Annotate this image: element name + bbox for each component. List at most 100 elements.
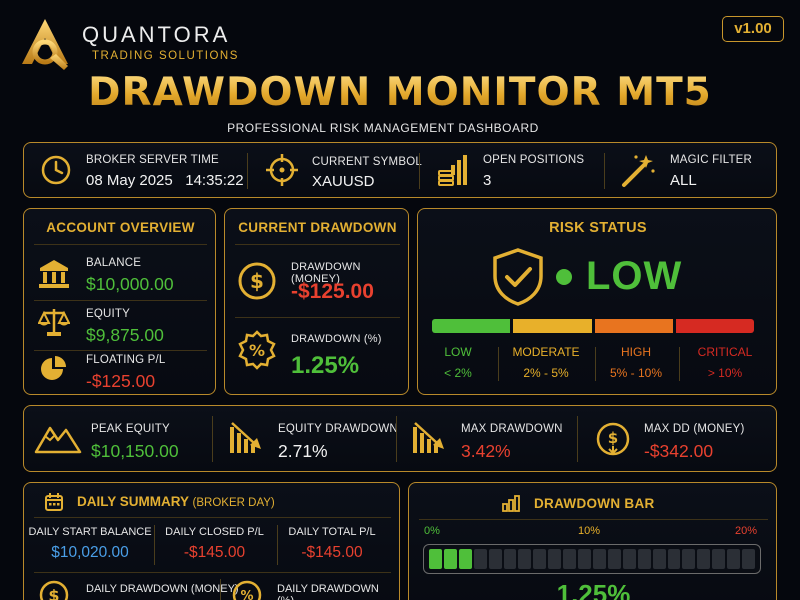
bar-segment-empty [622, 549, 636, 569]
current-drawdown-panel: CURRENT DRAWDOWN $ DRAWDOWN (MONEY) -$12… [224, 208, 409, 395]
drawdown-money-label: DRAWDOWN (MONEY) [291, 261, 361, 285]
daily-start-label: DAILY START BALANCE [28, 526, 152, 538]
bar-chart-down-icon [228, 421, 264, 455]
daily-summary-title-text: DAILY SUMMARY [77, 494, 189, 509]
bar-segment-empty [652, 549, 666, 569]
current-drawdown-title: CURRENT DRAWDOWN [238, 220, 397, 235]
daily-total-label: DAILY TOTAL P/L [288, 526, 376, 538]
equity-label: EQUITY [86, 308, 131, 320]
account-overview-panel: ACCOUNT OVERVIEW BALANCE $10,000.00 EQUI… [23, 208, 216, 395]
risk-scale-segment [432, 319, 511, 333]
bar-chart-down-icon [411, 421, 447, 455]
daily-summary-title-suffix: (BROKER DAY) [192, 497, 275, 509]
divider [396, 416, 397, 462]
risk-scale-labels: LOW < 2% MODERATE 2% - 5% HIGH 5% - 10% … [418, 345, 778, 385]
daily-dd-money-label: DAILY DRAWDOWN (MONEY) [86, 583, 239, 595]
svg-text:$: $ [250, 269, 264, 293]
bar-segment-empty [667, 549, 681, 569]
peak-equity-label: PEAK EQUITY [91, 423, 170, 435]
brand-name: QUANTORA [82, 22, 231, 47]
daily-total-value: -$145.00 [301, 544, 363, 561]
magic-wand-icon [620, 151, 656, 189]
balance-label: BALANCE [86, 257, 142, 269]
risk-scale-bar [432, 319, 754, 333]
risk-level-value: LOW [586, 254, 683, 298]
drawdown-bar-panel: DRAWDOWN BAR 0% 10% 20% 1.25% [408, 482, 777, 600]
bar-segment-filled [443, 549, 457, 569]
quantora-logo [16, 16, 74, 77]
clock-icon [40, 154, 72, 186]
divider [419, 153, 420, 189]
version-badge: v1.00 [722, 16, 784, 42]
magic-filter-label: MAGIC FILTER [670, 154, 753, 166]
risk-scale-name: LOW [444, 345, 472, 359]
bank-icon [38, 259, 70, 289]
dd-bar-tick-10: 10% [578, 525, 601, 537]
dollar-coin-icon: $ [38, 579, 70, 600]
risk-scale-range: 5% - 10% [609, 366, 663, 380]
coins-chart-icon [437, 153, 469, 187]
drawdown-progress-bar [423, 544, 761, 574]
risk-scale-name: CRITICAL [697, 345, 753, 359]
equity-value: $9,875.00 [86, 325, 164, 345]
symbol-value: XAUUSD [312, 173, 375, 190]
bar-segment-empty [563, 549, 577, 569]
bar-segment-empty [533, 549, 547, 569]
max-drawdown-value: 3.42% [461, 441, 511, 461]
info-bar: BROKER SERVER TIME 08 May 2025 14:35:22 … [23, 142, 777, 198]
risk-scale-range: < 2% [444, 366, 472, 380]
divider [419, 519, 768, 520]
balance-value: $10,000.00 [86, 274, 174, 294]
risk-scale-name: HIGH [621, 345, 651, 359]
divider [154, 525, 155, 565]
bar-segment-empty [503, 549, 517, 569]
risk-scale-segment [675, 319, 754, 333]
bar-segment-empty [712, 549, 726, 569]
risk-scale-name: MODERATE [512, 345, 580, 359]
drawdown-bar-value: 1.25% [556, 579, 631, 600]
drawdown-bar-title: DRAWDOWN BAR [534, 496, 655, 511]
bar-segment-empty [697, 549, 711, 569]
symbol-label: CURRENT SYMBOL [312, 156, 422, 168]
risk-status-title: RISK STATUS [549, 220, 647, 236]
risk-scale-range: 2% - 5% [523, 366, 569, 380]
divider [34, 517, 391, 518]
svg-text:$: $ [48, 586, 59, 600]
floating-pl-label: FLOATING P/L [86, 354, 166, 366]
stats-panel: PEAK EQUITY $10,150.00 EQUITY DRAWDOWN 2… [23, 405, 777, 472]
divider [247, 153, 248, 189]
pie-chart-icon [39, 355, 67, 383]
risk-scale-item: HIGH 5% - 10% [601, 345, 671, 380]
divider [604, 153, 605, 189]
magic-filter-value: ALL [670, 172, 697, 189]
dollar-down-icon: $ [595, 421, 631, 457]
max-dd-money-value: -$342.00 [644, 441, 714, 461]
page-title: DRAWDOWN MONITOR MT5 [0, 70, 800, 115]
scales-icon [38, 307, 70, 337]
drawdown-pct-label: DRAWDOWN (%) [291, 333, 382, 345]
equity-drawdown-value: 2.71% [278, 441, 328, 461]
daily-dd-pct-label: DAILY DRAWDOWN (%) [277, 583, 379, 600]
divider [220, 579, 221, 600]
daily-summary-title: DAILY SUMMARY (BROKER DAY) [77, 494, 275, 509]
shield-check-icon [490, 247, 546, 307]
divider [212, 416, 213, 462]
risk-scale-item: LOW < 2% [432, 345, 484, 380]
divider [498, 347, 499, 381]
floating-pl-value: -$125.00 [86, 371, 156, 391]
positions-value: 3 [483, 172, 492, 189]
bar-segment-empty [488, 549, 502, 569]
server-time-label: BROKER SERVER TIME [86, 154, 219, 166]
calendar-icon [44, 492, 64, 512]
page-subtitle: PROFESSIONAL RISK MANAGEMENT DASHBOARD [227, 121, 539, 135]
bar-segment-empty [637, 549, 651, 569]
brand-tagline: TRADING SOLUTIONS [92, 50, 239, 62]
bar-segment-filled [429, 549, 442, 569]
bar-segment-empty [742, 549, 755, 569]
divider [577, 416, 578, 462]
percent-badge-icon: % [237, 330, 277, 370]
bar-segment-empty [682, 549, 696, 569]
risk-scale-item: CRITICAL > 10% [688, 345, 762, 380]
account-overview-title: ACCOUNT OVERVIEW [46, 220, 195, 235]
daily-summary-panel: DAILY SUMMARY (BROKER DAY) DAILY START B… [23, 482, 400, 600]
